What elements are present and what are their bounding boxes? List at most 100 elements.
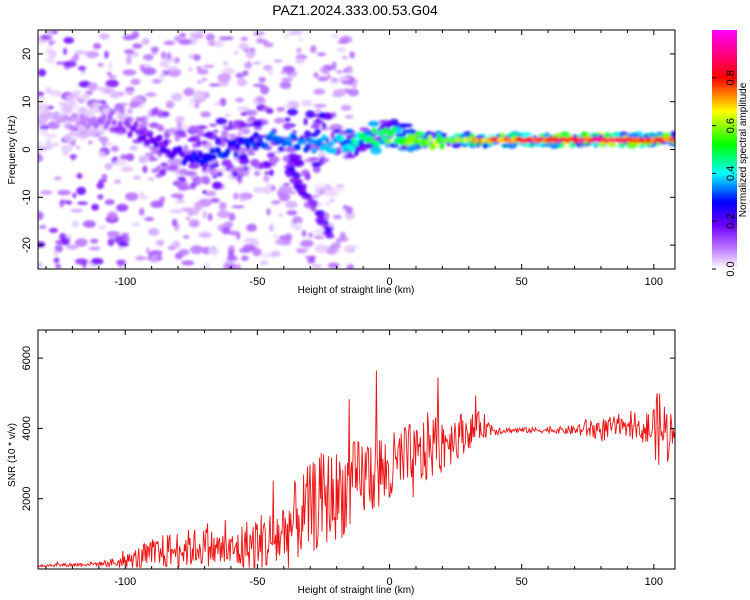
heatmap-noise-blob: [296, 221, 301, 230]
heatmap-noise-blob: [320, 126, 329, 131]
heatmap-noise-blob: [221, 226, 231, 235]
heatmap-spread-blob: [366, 143, 372, 150]
heatmap-ridge-cell: [39, 112, 45, 119]
heatmap-spread-blob: [142, 165, 148, 174]
heatmap-noise-blob: [113, 160, 128, 167]
heatmap-noise-blob: [106, 71, 112, 76]
heatmap-branch-blob: [310, 207, 317, 212]
heatmap-spread-blob: [216, 172, 223, 177]
heatmap-ridge-cell: [77, 119, 83, 126]
heatmap-noise-blob: [314, 244, 329, 254]
heatmap-spread-blob: [178, 168, 189, 176]
heatmap-spread-blob: [612, 133, 622, 139]
heatmap-ridge-cell: [371, 127, 377, 135]
heatmap-noise-blob: [343, 244, 354, 253]
heatmap-noise-blob: [205, 33, 215, 42]
heatmap-ridge-cell: [65, 123, 71, 130]
heatmap-noise-blob: [234, 97, 245, 103]
heatmap-spread-blob: [214, 137, 222, 146]
heatmap-noise-blob: [341, 55, 348, 60]
heatmap-branch-blob: [317, 213, 322, 220]
heatmap-spread-blob: [286, 108, 298, 116]
heatmap-noise-blob: [130, 78, 141, 86]
heatmap-spread-blob: [183, 144, 189, 153]
heatmap-noise-blob: [279, 81, 292, 89]
heatmap-spread-blob: [506, 141, 518, 149]
heatmap-spread-blob: [603, 132, 612, 139]
heatmap-noise-blob: [45, 57, 55, 63]
heatmap-spread-blob: [157, 110, 163, 118]
heatmap-spread-blob: [202, 133, 213, 138]
heatmap-ridge-cell: [233, 151, 239, 158]
heatmap-spread-blob: [221, 129, 229, 138]
heatmap-noise-blob: [281, 77, 294, 82]
heatmap-noise-blob: [347, 88, 359, 97]
heatmap-noise-blob: [55, 264, 61, 269]
snr-x-tick-label: -100: [114, 576, 136, 588]
heatmap-branch-blob: [304, 193, 311, 198]
heatmap-noise-blob: [63, 47, 68, 55]
heatmap-noise-blob: [85, 50, 100, 59]
heatmap-noise-blob: [114, 179, 122, 184]
heatmap-ridge-cell: [209, 147, 215, 154]
heatmap-spread-blob: [110, 145, 119, 152]
heatmap-noise-blob: [196, 68, 209, 75]
heatmap-noise-blob: [310, 195, 320, 199]
heatmap-noise-blob: [76, 173, 83, 179]
heatmap-noise-blob: [196, 66, 202, 70]
heatmap-noise-blob: [236, 78, 248, 87]
heatmap-spread-blob: [38, 103, 49, 110]
heatmap-noise-blob: [161, 51, 167, 60]
heatmap-spread-blob: [368, 120, 380, 127]
heatmap-noise-blob: [331, 33, 340, 39]
heatmap-noise-blob: [218, 201, 227, 211]
heatmap-spread-blob: [98, 151, 106, 158]
heatmap-noise-blob: [333, 214, 342, 220]
heatmap-noise-blob: [179, 32, 187, 38]
heatmap-noise-blob: [159, 59, 170, 68]
heatmap-noise-blob: [349, 51, 355, 59]
heatmap-noise-blob: [207, 247, 219, 255]
heatmap-noise-blob: [90, 257, 104, 265]
heatmap-ridge-cell: [195, 156, 201, 163]
heatmap-noise-blob: [243, 61, 253, 69]
heatmap-branch-blob: [324, 230, 330, 235]
heatmap-spread-blob: [344, 128, 355, 135]
spectrogram-x-tick-label: 50: [516, 276, 528, 288]
heatmap-noise-blob: [181, 260, 195, 266]
heatmap-spread-blob: [212, 181, 223, 190]
heatmap-spread-blob: [79, 131, 91, 138]
heatmap-spread-blob: [229, 167, 237, 172]
heatmap-noise-blob: [88, 246, 101, 251]
heatmap-noise-blob: [38, 142, 43, 147]
heatmap-ridge-cell: [231, 139, 237, 146]
heatmap-noise-blob: [139, 191, 145, 199]
heatmap-noise-blob: [90, 238, 99, 244]
heatmap-noise-blob: [228, 230, 240, 236]
heatmap-noise-blob: [296, 47, 302, 54]
heatmap-spread-blob: [240, 112, 247, 116]
heatmap-spread-blob: [120, 113, 128, 119]
heatmap-noise-blob: [340, 104, 352, 111]
heatmap-noise-blob: [280, 71, 285, 75]
heatmap-spread-blob: [200, 175, 210, 183]
heatmap-spread-blob: [229, 133, 237, 140]
heatmap-spread-blob: [174, 133, 181, 142]
heatmap-ridge-cell: [671, 138, 675, 143]
heatmap-ridge-cell: [305, 143, 311, 150]
heatmap-noise-blob: [125, 192, 139, 201]
heatmap-spread-blob: [138, 155, 149, 164]
heatmap-noise-blob: [168, 68, 182, 77]
spectrogram-x-axis-label: Height of straight line (km): [298, 285, 415, 296]
heatmap-noise-blob: [235, 72, 245, 79]
heatmap-spread-blob: [237, 170, 250, 177]
heatmap-spread-blob: [75, 145, 81, 150]
heatmap-spread-blob: [303, 130, 312, 139]
heatmap-ridge-cell: [79, 113, 85, 121]
heatmap-noise-blob: [317, 188, 326, 196]
heatmap-spread-blob: [237, 155, 246, 160]
heatmap-spread-blob: [63, 134, 69, 142]
heatmap-noise-blob: [165, 66, 179, 71]
